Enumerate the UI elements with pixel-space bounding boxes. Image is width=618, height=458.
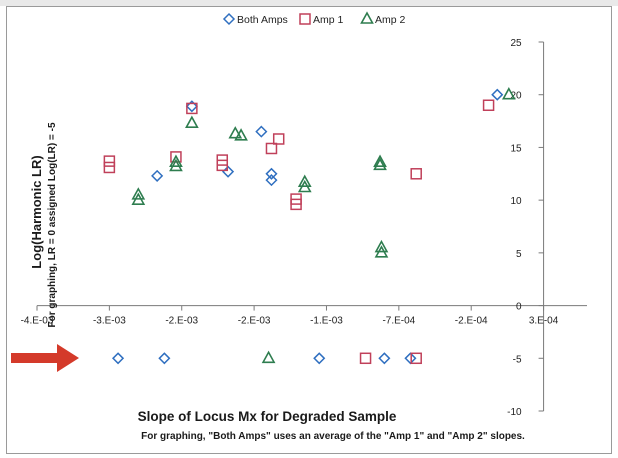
x-tick-label: 3.E-04 [529,316,559,327]
data-point [169,154,183,167]
data-point [373,154,387,167]
data-point [151,169,164,182]
legend-label: Amp 1 [313,14,344,26]
y-tick-label: 20 [510,91,522,102]
data-point [103,161,116,174]
data-point [491,88,504,101]
y-tick-label: 10 [510,196,522,207]
data-point [290,198,302,211]
scatter-chart: Both Amps Amp 1 Amp 2 -4.E-03 -3.E-03 -2.E-0… [11,11,587,442]
data-point [410,352,422,365]
data-point [297,174,312,188]
data-point [265,174,278,187]
data-point [158,352,171,365]
data-point [482,99,495,112]
data-point [272,133,285,145]
data-point [221,165,235,178]
data-point [404,352,417,365]
legend-label: Both Amps [237,14,288,26]
data-point [261,350,276,364]
data-point [216,159,229,172]
data-point [378,352,391,365]
x-tick-label: -2.E-04 [455,316,488,327]
data-point [374,239,389,253]
data-point [131,192,146,205]
data-point [313,352,326,365]
legend-marker [222,12,236,26]
x-tick-label: -3.E-03 [93,316,126,327]
axes: -4.E-03 -3.E-03 -2.E-03 -2.E-03 -1.E-03 -7.E-… [21,38,587,418]
chart-frame: Both Amps Amp 1 Amp 2 -4.E-03 -3.E-03 -2.E-0… [6,6,612,454]
legend-item-both-amps: Both Amps [222,12,288,26]
y-tick-label: 25 [510,38,522,49]
red-arrow-annotation [11,344,79,372]
legend-item-amp-1: Amp 1 [299,13,344,26]
data-point [410,168,422,180]
x-tick-label: -2.E-03 [165,316,198,327]
y-tick-label: -10 [507,407,522,418]
y-tick-label: 15 [510,143,522,154]
series-amp-2 [131,87,516,364]
data-point [374,245,389,258]
x-tick-label: -2.E-03 [238,316,271,327]
top-edge-strip [0,0,618,6]
data-point [255,125,268,138]
data-point [359,352,372,365]
x-tick-label: -7.E-04 [382,316,415,327]
data-point [131,187,146,200]
x-tick-label: -4.E-03 [21,316,54,327]
y-tick-label: 0 [516,302,522,313]
data-point [111,352,125,365]
y-tick-label: -5 [513,354,522,365]
data-marks [103,87,516,365]
data-point [234,128,248,141]
data-point [185,115,199,128]
x-axis-note: For graphing, "Both Amps" uses an averag… [141,431,525,442]
legend-marker [360,11,374,24]
data-point [265,142,278,155]
data-point [169,158,183,172]
legend-item-amp-2: Amp 2 [360,11,406,26]
data-point [103,155,116,167]
x-tick-label: -1.E-03 [310,316,343,327]
series-amp-1 [103,99,495,365]
legend-label: Amp 2 [375,14,406,26]
legend-marker [299,13,311,25]
data-point [265,167,278,180]
y-tick-label: 5 [516,249,522,260]
data-point [501,87,516,100]
data-point [186,102,198,115]
x-axis-label: Slope of Locus Mx for Degraded Sample [138,409,397,424]
data-point [297,179,312,193]
y-axis-label: Log(Harmonic LR) [29,155,44,268]
legend: Both Amps Amp 1 Amp 2 [222,11,406,26]
data-point [373,157,387,171]
data-point [185,100,198,113]
y-axis-note: For graphing, LR = 0 assigned Log(LR) = … [47,122,58,327]
data-point [228,126,243,139]
